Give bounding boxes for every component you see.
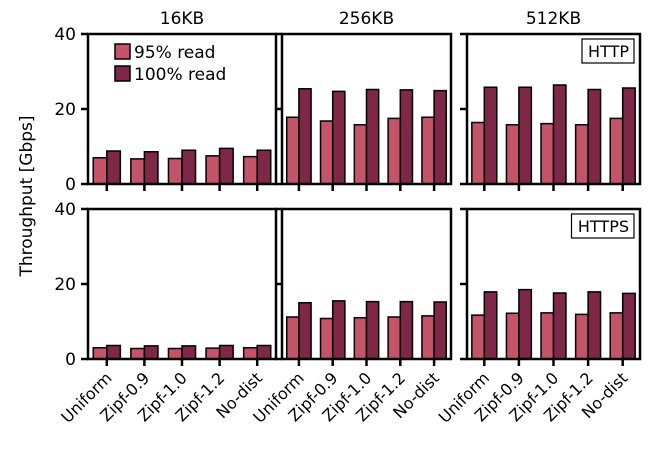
bar-https-16kb-1-s0 [130, 347, 146, 360]
column-title-256kb: 256KB [339, 9, 394, 29]
bar-https-256kb-3-s0 [387, 316, 402, 360]
bar-http-256kb-4-s1 [433, 89, 448, 185]
column-title-16kb: 16KB [160, 9, 204, 29]
bar-http-512kb-4-s0 [609, 117, 624, 185]
column-title-512kb: 512KB [526, 9, 581, 29]
bar-http-256kb-4-s0 [421, 116, 435, 185]
bar-https-512kb-2-s1 [552, 292, 567, 360]
bar-http-256kb-2-s0 [353, 124, 368, 185]
bar-http-512kb-2-s0 [540, 122, 555, 185]
bar-http-16kb-3-s0 [205, 155, 221, 185]
row-label-box [570, 213, 635, 239]
bar-http-512kb-1-s1 [518, 86, 533, 185]
bar-https-16kb-0-s1 [106, 344, 122, 360]
row-label-http: HTTP [588, 42, 629, 61]
bar-https-256kb-2-s1 [365, 300, 380, 360]
bar-http-256kb-3-s1 [399, 89, 414, 185]
bar-https-256kb-1-s1 [331, 300, 346, 360]
bar-https-16kb-3-s1 [218, 344, 234, 360]
bar-http-256kb-1-s1 [331, 90, 346, 185]
bar-http-256kb-3-s0 [387, 117, 402, 185]
bar-https-512kb-0-s1 [483, 291, 498, 360]
bar-https-16kb-3-s0 [205, 347, 221, 360]
y-tick-label: 20 [54, 100, 76, 120]
bar-http-256kb-1-s0 [319, 120, 334, 185]
bar-https-512kb-1-s1 [518, 288, 533, 360]
bar-https-16kb-4-s0 [242, 347, 258, 360]
bar-http-16kb-3-s1 [218, 147, 234, 185]
bar-http-16kb-0-s0 [92, 157, 108, 185]
bar-http-256kb-0-s0 [285, 116, 300, 185]
bar-http-512kb-3-s0 [574, 124, 589, 185]
legend-swatch [114, 65, 131, 82]
panel-frame [86, 207, 278, 361]
bar-https-16kb-1-s1 [143, 345, 159, 360]
bar-http-16kb-1-s1 [143, 151, 159, 185]
bar-https-512kb-3-s1 [587, 291, 602, 360]
bar-https-16kb-0-s0 [92, 347, 108, 360]
bar-http-512kb-0-s1 [483, 86, 498, 185]
bar-http-16kb-2-s0 [167, 157, 183, 185]
bar-https-512kb-4-s1 [621, 292, 636, 360]
row-label-box [581, 38, 635, 64]
y-tick-label: 0 [65, 175, 76, 195]
bar-http-16kb-4-s0 [242, 155, 258, 185]
row-label-https: HTTPS [578, 217, 629, 236]
bar-http-512kb-2-s1 [552, 84, 567, 185]
bar-http-16kb-0-s1 [106, 150, 122, 185]
bar-http-512kb-4-s1 [621, 87, 636, 185]
bar-http-512kb-0-s0 [471, 121, 486, 185]
bar-http-512kb-1-s0 [505, 124, 520, 185]
y-tick-label: 0 [65, 350, 76, 370]
bar-https-512kb-3-s0 [574, 313, 589, 360]
bar-https-512kb-2-s0 [540, 312, 555, 360]
bar-https-256kb-2-s0 [353, 317, 368, 360]
bar-https-512kb-1-s0 [505, 312, 520, 360]
bar-http-256kb-0-s1 [298, 88, 312, 185]
bar-http-512kb-3-s1 [587, 88, 602, 185]
bar-https-16kb-4-s1 [256, 344, 272, 360]
bar-http-16kb-4-s1 [256, 149, 272, 185]
y-tick-label: 40 [54, 200, 76, 220]
bar-https-16kb-2-s1 [181, 345, 197, 360]
bar-https-256kb-3-s1 [399, 300, 414, 360]
legend-swatch [114, 43, 131, 60]
bar-https-256kb-4-s1 [433, 301, 448, 360]
bar-https-256kb-0-s0 [285, 316, 300, 360]
bar-https-512kb-4-s0 [609, 312, 624, 360]
bar-https-256kb-4-s0 [421, 315, 435, 360]
bar-https-16kb-2-s0 [167, 347, 183, 360]
bar-http-256kb-2-s1 [365, 88, 380, 185]
bar-https-256kb-0-s1 [298, 302, 312, 360]
legend-label: 100% read [134, 65, 226, 85]
bar-https-256kb-1-s0 [319, 317, 334, 360]
bar-http-16kb-2-s1 [181, 149, 197, 185]
y-tick-label: 40 [54, 25, 76, 45]
bar-https-512kb-0-s0 [471, 314, 486, 360]
y-tick-label: 20 [54, 275, 76, 295]
legend-label: 95% read [134, 43, 215, 63]
y-axis-label: Throughput [Gbps] [17, 115, 37, 277]
bar-http-16kb-1-s0 [130, 158, 146, 185]
